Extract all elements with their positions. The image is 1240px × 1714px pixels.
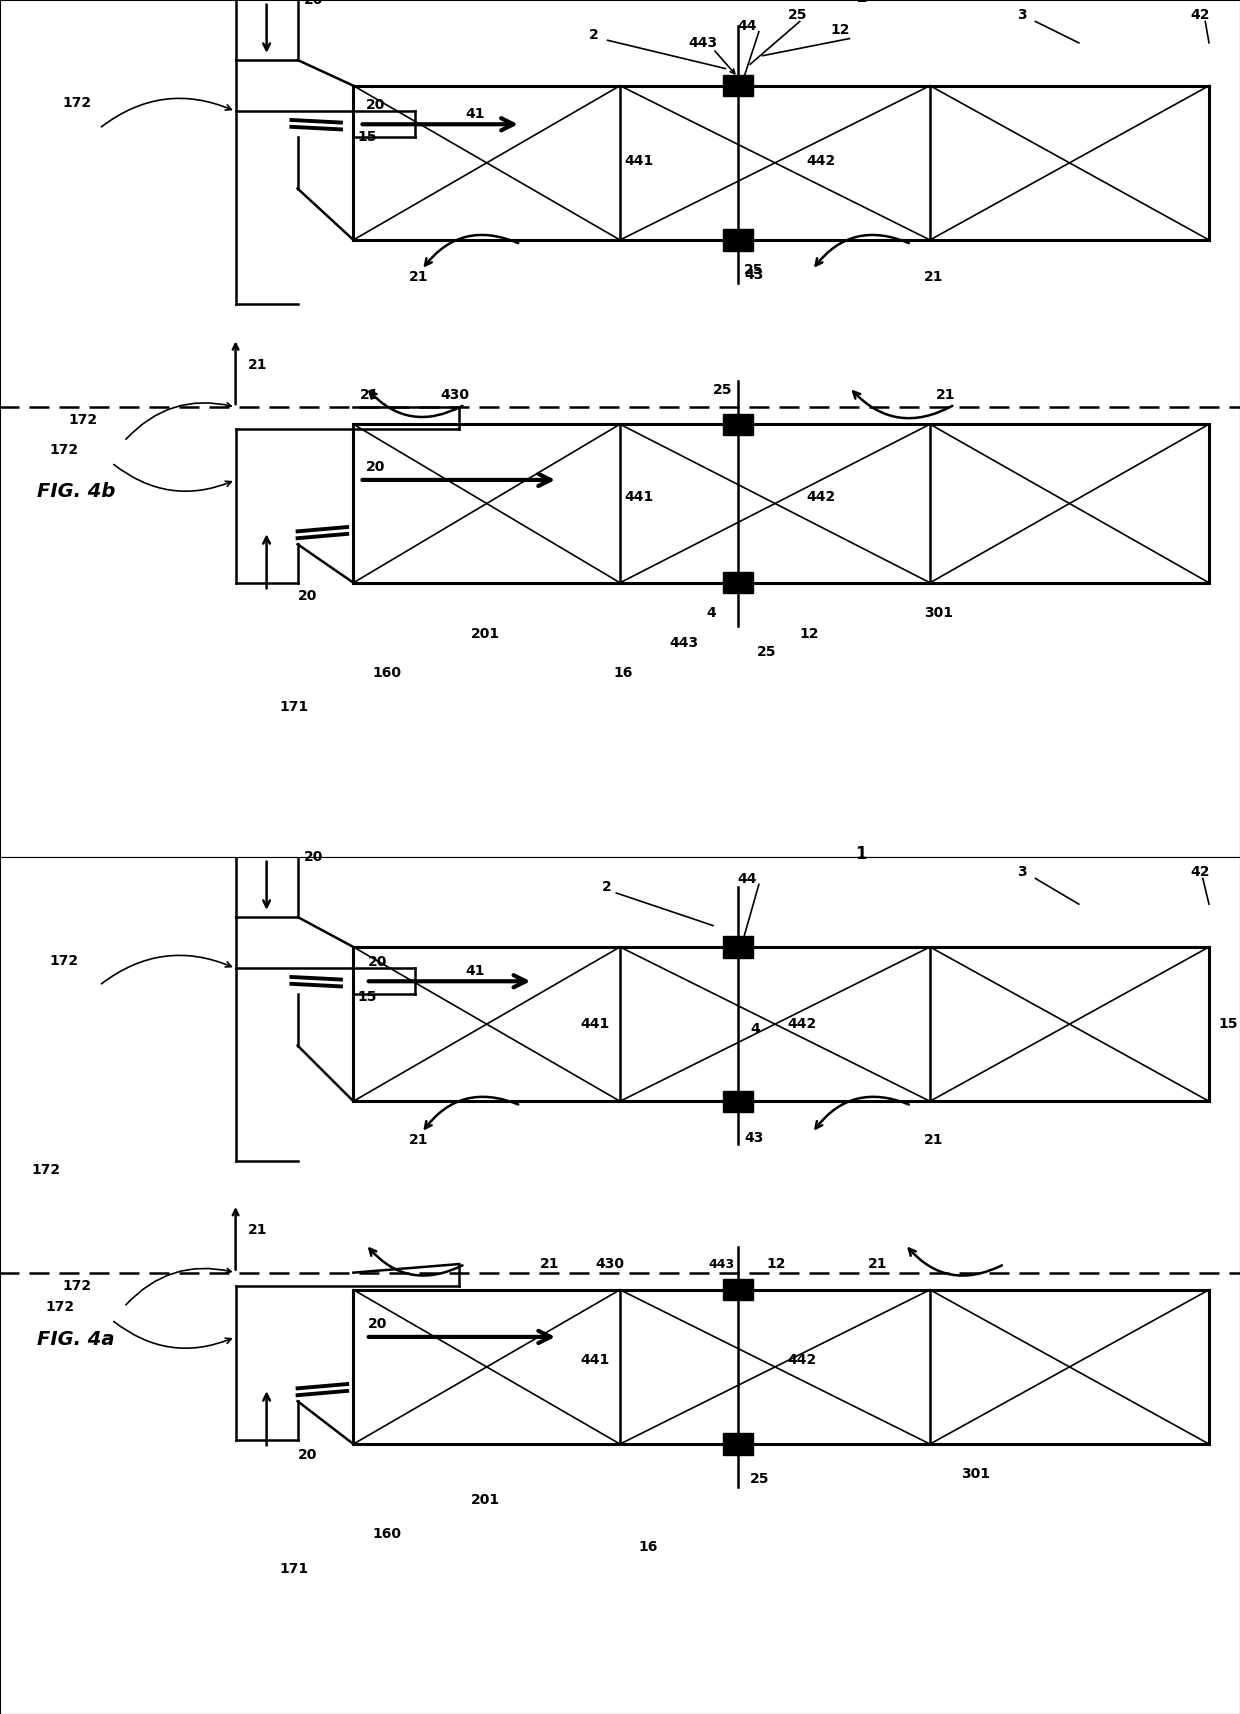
- Text: 201: 201: [471, 1493, 500, 1507]
- Text: 20: 20: [304, 850, 324, 864]
- Text: 4: 4: [750, 1022, 760, 1035]
- Text: 20: 20: [368, 955, 388, 968]
- Text: FIG. 4b: FIG. 4b: [37, 482, 115, 500]
- Text: 4: 4: [707, 607, 717, 620]
- Text: 21: 21: [248, 358, 268, 372]
- Text: 41: 41: [465, 965, 485, 979]
- Bar: [723, 230, 753, 250]
- Text: 20: 20: [366, 98, 386, 111]
- Text: 201: 201: [471, 627, 500, 641]
- Text: 15: 15: [1219, 1018, 1239, 1032]
- Text: 44: 44: [738, 872, 758, 886]
- Text: 1: 1: [856, 0, 867, 5]
- Text: 442: 442: [806, 490, 836, 504]
- Bar: [723, 572, 753, 593]
- Text: 20: 20: [366, 461, 386, 475]
- Text: 42: 42: [1190, 9, 1210, 22]
- Text: 171: 171: [279, 1561, 308, 1575]
- Bar: [723, 936, 753, 958]
- Text: 443: 443: [688, 36, 717, 50]
- Text: 442: 442: [806, 154, 836, 168]
- Text: 301: 301: [924, 607, 952, 620]
- Text: 160: 160: [372, 667, 401, 680]
- Text: 2: 2: [601, 881, 611, 895]
- Text: 44: 44: [738, 19, 758, 33]
- Text: 442: 442: [787, 1018, 817, 1032]
- Bar: [723, 1090, 753, 1112]
- Text: 15: 15: [357, 130, 377, 144]
- Text: 20: 20: [298, 1448, 317, 1462]
- Text: 25: 25: [713, 384, 733, 398]
- Text: 172: 172: [31, 1164, 60, 1178]
- Text: 15: 15: [357, 991, 377, 1004]
- Text: 172: 172: [50, 955, 78, 968]
- Text: 43: 43: [744, 1131, 764, 1145]
- Text: 41: 41: [465, 108, 485, 122]
- Text: 16: 16: [639, 1541, 658, 1555]
- Text: 12: 12: [800, 627, 820, 641]
- Text: 3: 3: [1017, 9, 1027, 22]
- Text: 25: 25: [750, 1472, 770, 1486]
- Text: 443: 443: [670, 636, 698, 650]
- Text: 172: 172: [62, 1279, 91, 1292]
- Text: 172: 172: [68, 413, 97, 427]
- Text: 301: 301: [961, 1467, 990, 1481]
- Text: 1: 1: [856, 845, 867, 862]
- Bar: [723, 75, 753, 96]
- Text: 21: 21: [936, 387, 956, 401]
- Bar: [723, 1433, 753, 1455]
- Text: 160: 160: [372, 1527, 401, 1541]
- Text: 442: 442: [787, 1354, 817, 1368]
- Text: 2: 2: [589, 27, 599, 41]
- Text: FIG. 4a: FIG. 4a: [37, 1330, 114, 1349]
- Text: 21: 21: [409, 1133, 429, 1147]
- Text: 21: 21: [248, 1224, 268, 1238]
- Text: 172: 172: [46, 1301, 74, 1315]
- Text: 21: 21: [539, 1258, 559, 1272]
- Text: 441: 441: [624, 490, 653, 504]
- Text: 441: 441: [580, 1018, 610, 1032]
- Text: 20: 20: [368, 1318, 388, 1332]
- Text: 20: 20: [298, 590, 317, 603]
- Text: 21: 21: [360, 387, 379, 401]
- Bar: [723, 1279, 753, 1301]
- Text: 20: 20: [304, 0, 324, 7]
- Text: 172: 172: [50, 444, 78, 458]
- Text: 441: 441: [580, 1354, 610, 1368]
- Text: 12: 12: [766, 1258, 786, 1272]
- Text: 21: 21: [409, 271, 429, 285]
- Text: 171: 171: [279, 701, 308, 715]
- Text: 42: 42: [1190, 866, 1210, 879]
- Text: 430: 430: [595, 1258, 624, 1272]
- Text: 25: 25: [744, 264, 764, 278]
- Text: 3: 3: [1017, 866, 1027, 879]
- Bar: [723, 413, 753, 435]
- Text: 21: 21: [868, 1258, 888, 1272]
- Text: 443: 443: [708, 1258, 734, 1272]
- Text: 16: 16: [614, 667, 634, 680]
- Text: 43: 43: [744, 267, 764, 281]
- Text: 25: 25: [787, 9, 807, 22]
- Text: 172: 172: [62, 96, 91, 110]
- Text: 21: 21: [924, 1133, 944, 1147]
- Text: 441: 441: [624, 154, 653, 168]
- Text: 25: 25: [756, 644, 776, 658]
- Text: 21: 21: [924, 271, 944, 285]
- Text: 430: 430: [440, 387, 469, 401]
- Text: 12: 12: [831, 24, 851, 38]
